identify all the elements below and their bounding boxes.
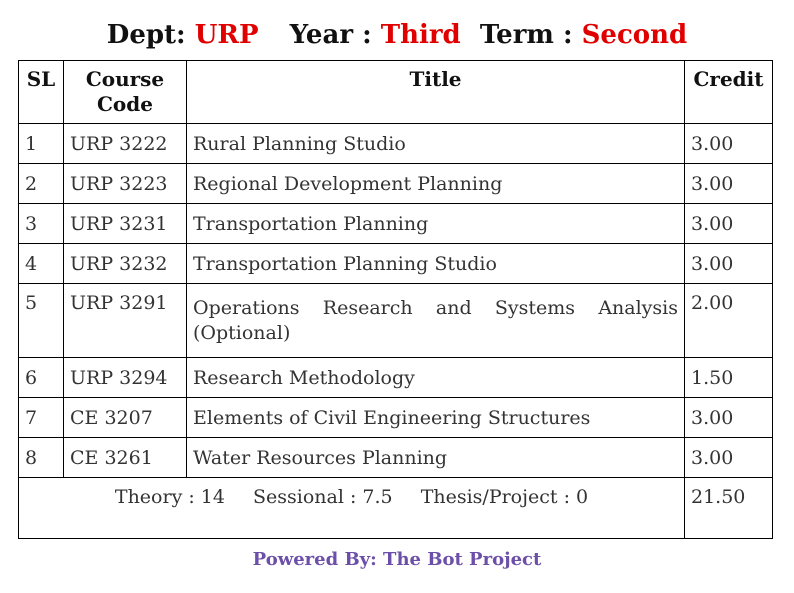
row-sl: 2 <box>18 163 64 204</box>
table-row: 7 CE 3207 Elements of Civil Engineering … <box>18 397 773 438</box>
table-row: 3 URP 3231 Transportation Planning 3.00 <box>18 203 773 244</box>
row-credit: 2.00 <box>684 283 773 358</box>
row-sl: 3 <box>18 203 64 244</box>
header-credit: Credit <box>684 60 773 124</box>
total-credit: 21.50 <box>684 477 773 539</box>
row-title: Elements of Civil Engineering Structures <box>186 397 685 438</box>
header-title: Title <box>186 60 685 124</box>
row-course-code: URP 3223 <box>63 163 187 204</box>
row-title: Water Resources Planning <box>186 437 685 478</box>
table-header-row: SL Course Code Title Credit <box>18 60 773 124</box>
row-course-code: CE 3261 <box>63 437 187 478</box>
table-row: 6 URP 3294 Research Methodology 1.50 <box>18 357 773 398</box>
header-course-code-line2: Code <box>97 92 153 116</box>
row-credit: 3.00 <box>684 397 773 438</box>
row-credit: 3.00 <box>684 163 773 204</box>
row-credit: 1.50 <box>684 357 773 398</box>
table-row: 8 CE 3261 Water Resources Planning 3.00 <box>18 437 773 478</box>
row-credit: 3.00 <box>684 203 773 244</box>
row-course-code: URP 3294 <box>63 357 187 398</box>
row-course-code: URP 3231 <box>63 203 187 244</box>
row-sl: 1 <box>18 123 64 164</box>
header-course-code: Course Code <box>63 60 187 124</box>
sessional-credits: Sessional : 7.5 <box>253 486 393 508</box>
row-course-code: CE 3207 <box>63 397 187 438</box>
header-sl: SL <box>18 60 64 124</box>
theory-credits: Theory : 14 <box>114 486 225 508</box>
row-sl: 4 <box>18 243 64 284</box>
dept-label: Dept: <box>106 20 186 50</box>
dept-value: URP <box>194 20 259 50</box>
table-row: 2 URP 3223 Regional Development Planning… <box>18 163 773 204</box>
row-credit: 3.00 <box>684 123 773 164</box>
row-sl: 7 <box>18 397 64 438</box>
row-sl: 6 <box>18 357 64 398</box>
credit-summary: Theory : 14 Sessional : 7.5 Thesis/Proje… <box>18 477 685 539</box>
table-row: 4 URP 3232 Transportation Planning Studi… <box>18 243 773 284</box>
term-label: Term : <box>479 20 573 50</box>
table-row: 5 URP 3291 Operations Research and Syste… <box>18 283 773 358</box>
row-title: Transportation Planning Studio <box>186 243 685 284</box>
row-course-code: URP 3232 <box>63 243 187 284</box>
row-course-code: URP 3222 <box>63 123 187 164</box>
year-label: Year : <box>289 20 372 50</box>
page-heading: Dept: URP Year : Third Term : Second <box>0 20 794 50</box>
row-sl: 5 <box>18 283 64 358</box>
year-value: Third <box>380 20 461 50</box>
row-credit: 3.00 <box>684 437 773 478</box>
row-credit: 3.00 <box>684 243 773 284</box>
header-course-code-line1: Course <box>85 67 165 91</box>
term-value: Second <box>581 20 688 50</box>
row-title: Rural Planning Studio <box>186 123 685 164</box>
course-table: SL Course Code Title Credit 1 URP 3222 R… <box>18 60 773 539</box>
row-title: Regional Development Planning <box>186 163 685 204</box>
row-title: Research Methodology <box>186 357 685 398</box>
row-title: Transportation Planning <box>186 203 685 244</box>
totals-row: Theory : 14 Sessional : 7.5 Thesis/Proje… <box>18 477 773 539</box>
table-row: 1 URP 3222 Rural Planning Studio 3.00 <box>18 123 773 164</box>
thesis-credits: Thesis/Project : 0 <box>420 486 589 508</box>
row-title: Operations Research and Systems Analysis… <box>186 283 685 358</box>
row-sl: 8 <box>18 437 64 478</box>
powered-by-footer: Powered By: The Bot Project <box>252 549 542 570</box>
row-course-code: URP 3291 <box>63 283 187 358</box>
